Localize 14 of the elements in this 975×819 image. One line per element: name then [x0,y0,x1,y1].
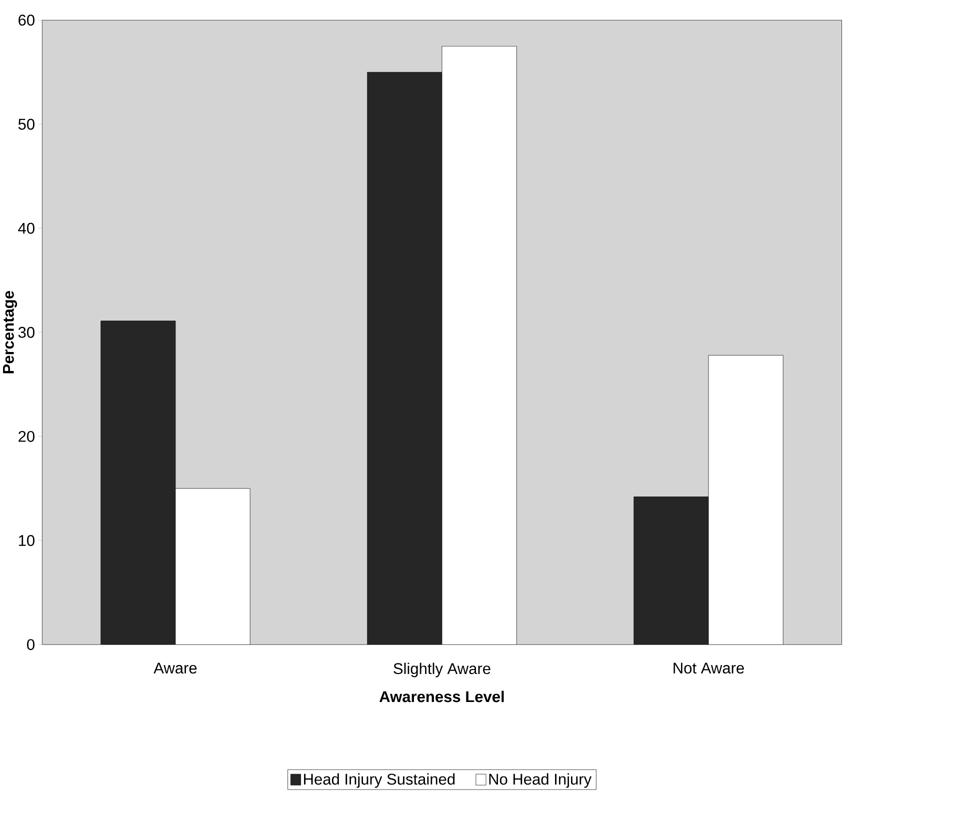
x-tick-label: Slightly Aware [394,662,490,678]
legend-label: Head Injury Sustained [304,773,455,788]
x-tick-label: Aware [154,662,197,674]
y-tick-label: 30 [18,326,34,338]
legend-label: No Head Injury [489,773,592,788]
y-tick-label: 60 [18,14,34,26]
x-tick-label: Not Aware [674,662,744,674]
y-tick-label: 10 [18,535,34,546]
y-tick-label: 0 [27,639,34,650]
y-tick-label: 40 [18,222,34,234]
y-tick-label: 20 [18,431,34,442]
y-axis-title: Percentage [3,291,18,374]
x-axis-title: Awareness Level [379,690,504,702]
y-tick-label: 50 [18,118,34,130]
